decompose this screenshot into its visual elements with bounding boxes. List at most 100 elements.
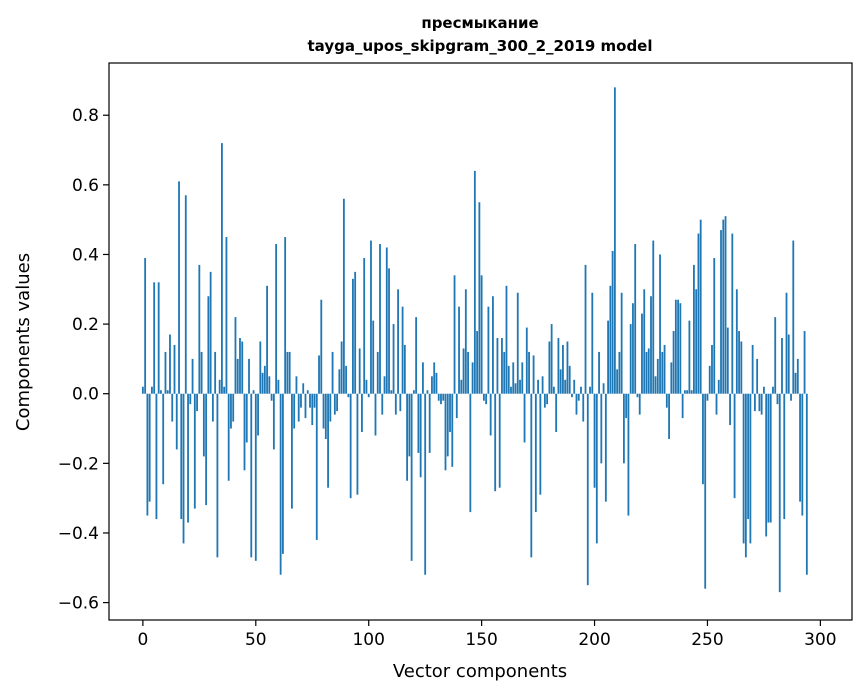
bar bbox=[697, 233, 700, 394]
x-axis-ticks: 0 50 100 150 200 250 300 bbox=[137, 620, 837, 650]
bar bbox=[767, 393, 770, 523]
bar bbox=[690, 390, 693, 394]
bar bbox=[426, 390, 429, 394]
bar bbox=[778, 393, 781, 593]
bar bbox=[756, 358, 759, 394]
bar bbox=[514, 383, 517, 394]
bar bbox=[772, 386, 774, 394]
bar bbox=[275, 244, 278, 394]
bar bbox=[609, 285, 612, 394]
bar bbox=[151, 386, 153, 394]
bar bbox=[776, 393, 779, 405]
bar bbox=[505, 285, 508, 394]
bar bbox=[747, 393, 750, 520]
bar bbox=[399, 393, 402, 412]
bar bbox=[604, 393, 607, 502]
bar bbox=[162, 393, 165, 485]
bar bbox=[424, 393, 427, 575]
bar bbox=[496, 338, 499, 394]
bar bbox=[763, 386, 765, 394]
bar bbox=[171, 393, 174, 422]
bar bbox=[652, 240, 655, 394]
bar bbox=[324, 393, 327, 439]
bar bbox=[693, 264, 695, 394]
bar bbox=[428, 393, 431, 453]
bar bbox=[679, 303, 682, 394]
bar bbox=[300, 393, 302, 408]
bar bbox=[785, 292, 788, 394]
bar bbox=[480, 275, 483, 394]
bar bbox=[753, 393, 756, 412]
bar bbox=[573, 379, 576, 394]
bar bbox=[803, 331, 806, 394]
bar bbox=[302, 383, 305, 394]
bar bbox=[713, 257, 716, 394]
bar bbox=[342, 198, 345, 394]
bar bbox=[641, 313, 643, 394]
bar bbox=[358, 348, 361, 394]
bar bbox=[469, 393, 472, 513]
bar bbox=[155, 393, 158, 520]
bar bbox=[620, 292, 623, 394]
bar bbox=[223, 386, 226, 394]
bar bbox=[160, 390, 162, 394]
bar bbox=[444, 393, 447, 471]
bar bbox=[552, 386, 555, 394]
bar bbox=[744, 393, 747, 558]
bar bbox=[774, 317, 777, 394]
bar bbox=[559, 369, 562, 394]
bar bbox=[166, 390, 169, 394]
bar bbox=[616, 369, 619, 394]
bar bbox=[720, 230, 722, 394]
bar bbox=[403, 344, 406, 394]
bar bbox=[636, 393, 639, 398]
bar bbox=[449, 393, 451, 433]
bar bbox=[670, 362, 673, 394]
bar bbox=[489, 393, 492, 436]
bar bbox=[580, 386, 582, 394]
bar bbox=[541, 376, 544, 394]
y-tick-label: −0.6 bbox=[58, 594, 99, 614]
bars-group bbox=[141, 87, 808, 593]
bar bbox=[683, 390, 686, 394]
bar bbox=[141, 386, 144, 394]
bar bbox=[291, 393, 293, 509]
bar bbox=[790, 393, 792, 401]
bar bbox=[329, 393, 332, 422]
x-axis-label: Vector components bbox=[393, 661, 567, 682]
x-tick-label: 0 bbox=[137, 630, 148, 650]
bar bbox=[354, 271, 357, 394]
bar bbox=[370, 240, 372, 394]
bar bbox=[717, 379, 720, 394]
bar bbox=[178, 181, 180, 394]
bar bbox=[309, 393, 311, 408]
bar bbox=[202, 393, 205, 457]
bar bbox=[498, 393, 501, 488]
bar bbox=[315, 393, 318, 540]
bar bbox=[442, 393, 445, 401]
bar bbox=[245, 393, 248, 443]
bar bbox=[724, 216, 727, 394]
bar bbox=[361, 393, 363, 433]
bar bbox=[372, 320, 375, 394]
bar bbox=[455, 393, 458, 419]
bar bbox=[613, 87, 616, 394]
bar bbox=[659, 254, 661, 394]
bar bbox=[799, 393, 801, 502]
bar bbox=[446, 393, 449, 457]
bar bbox=[157, 282, 160, 394]
bar bbox=[419, 393, 422, 478]
bar bbox=[607, 320, 609, 394]
bar bbox=[336, 393, 338, 412]
bar bbox=[175, 393, 178, 450]
bar bbox=[268, 376, 271, 394]
bar bbox=[577, 393, 580, 401]
bar bbox=[252, 390, 255, 394]
bar bbox=[460, 379, 463, 394]
y-tick-label: 0.6 bbox=[72, 176, 99, 196]
bar bbox=[537, 379, 539, 394]
bar bbox=[751, 344, 754, 394]
bar bbox=[239, 338, 241, 394]
bar bbox=[706, 393, 709, 401]
bar bbox=[638, 393, 641, 415]
